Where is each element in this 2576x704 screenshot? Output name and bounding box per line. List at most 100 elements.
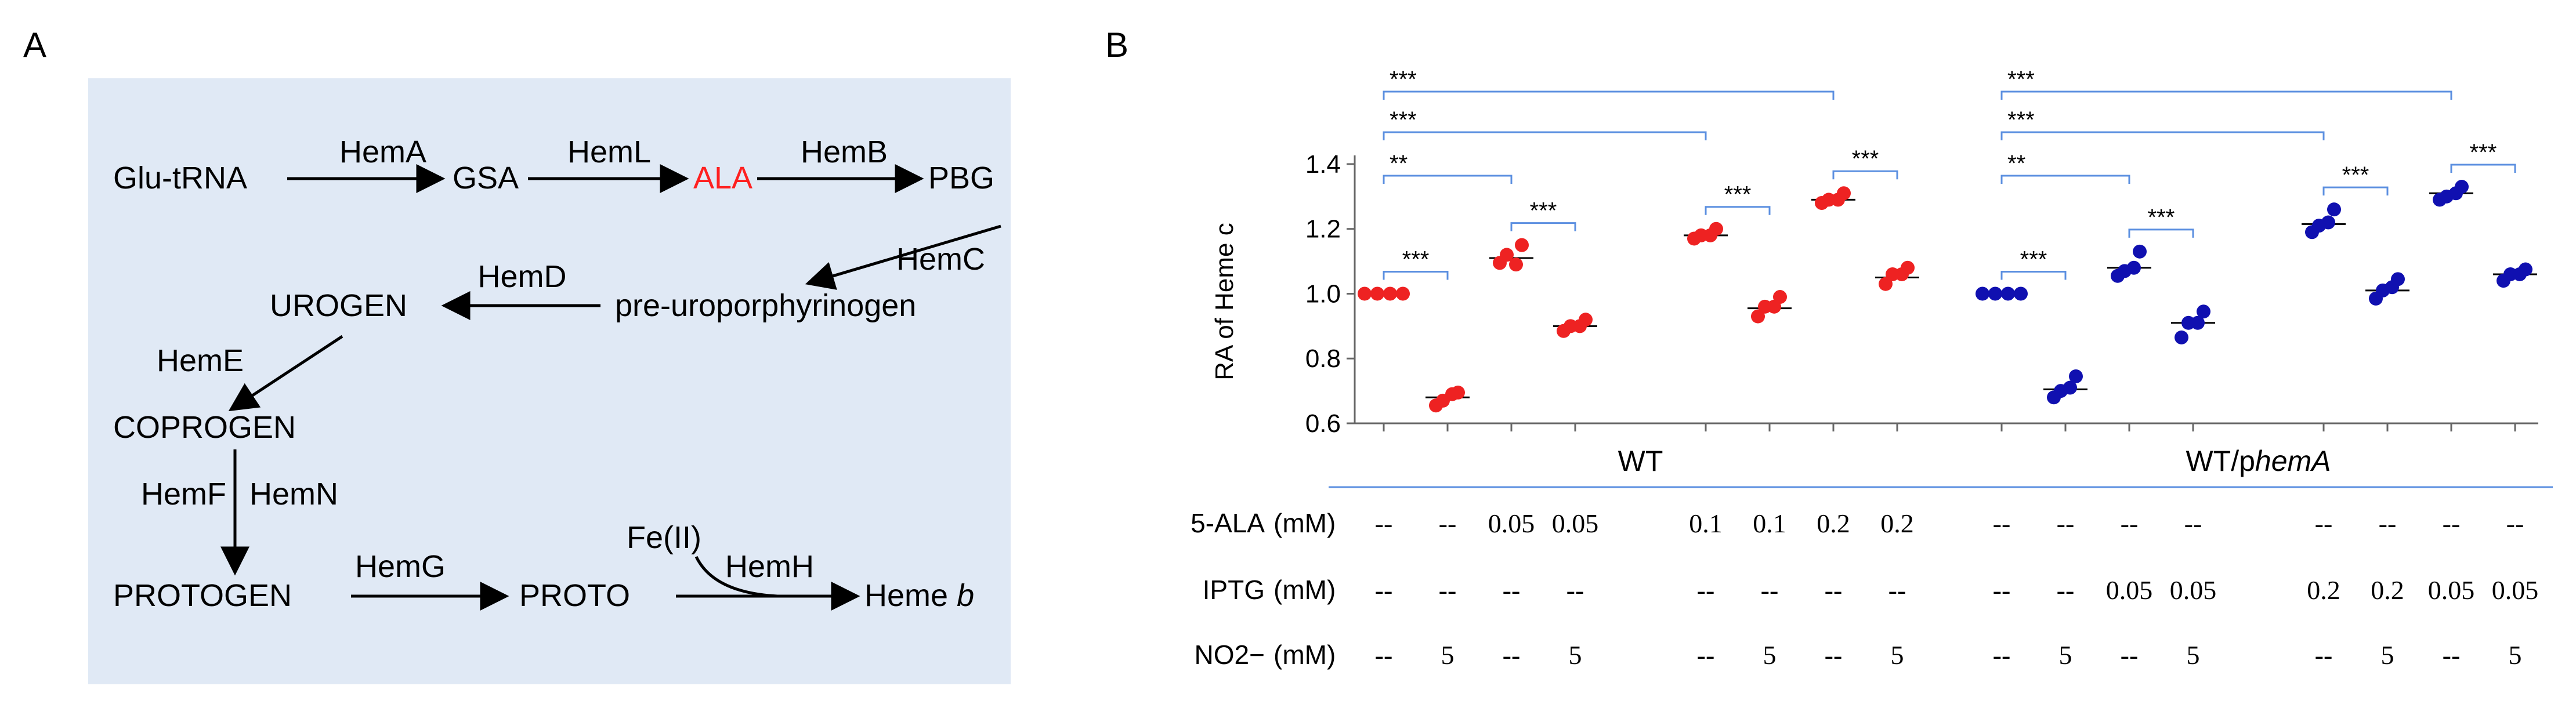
series-col-14 [2365,272,2409,306]
enzyme-hemC: HemC [896,242,985,277]
pathway-arrows [220,164,1001,611]
series-col-11 [2107,244,2151,283]
node-pbg: PBG [928,161,994,195]
enzyme-hemH: HemH [725,549,814,584]
table-cell: 5 [2059,640,2072,670]
bracket-line [2322,186,2389,196]
series-col-8 [1875,260,1919,291]
table-cell: 0.05 [1488,509,1535,538]
data-point [2449,186,2463,201]
table-cell: -- [2506,509,2524,538]
row-label: 5-ALA [1191,508,1265,538]
table-cell: -- [1375,509,1393,538]
significance-bracket: ** [1383,151,1513,184]
data-point [2014,286,2028,301]
series-col-16 [2493,262,2537,288]
x-axis [1355,422,2538,431]
significance-label: *** [2007,67,2035,92]
treatment-table: 5-ALA (mM) -- -- 0.05 0.05 0.1 0.1 0.2 0.2 -- -- -- -… [1191,508,2538,670]
data-point [2385,280,2399,295]
data-point [1500,248,1514,262]
node-pre-uroporphyrinogen: pre-uroporphyrinogen [615,288,916,323]
table-cell: -- [2315,640,2333,670]
bracket-line [1383,131,1707,140]
bracket-line [1383,90,1835,100]
panel-b-label: B [1105,26,1128,64]
data-point [2327,202,2341,217]
enzyme-hemF: HemF [141,477,226,511]
significance-label: *** [2342,162,2369,188]
series-col-12 [2171,304,2215,344]
data-point [1831,193,1845,207]
series-col-6 [1748,290,1792,324]
significance-label: *** [1530,198,1557,224]
significance-label: *** [2007,107,2035,133]
data-point [1370,286,1384,301]
data-point [1445,387,1459,401]
panel-a-label: A [23,26,46,64]
series-col-10 [2043,369,2087,405]
data-point [1573,319,1587,333]
table-row-0: 5-ALA (mM) -- -- 0.05 0.05 0.1 0.1 0.2 0.2 -- -- -- -… [1191,508,2524,538]
significance-bracket: *** [2322,162,2389,196]
table-cell: 0.05 [2428,575,2475,605]
table-cell: -- [1375,575,1393,605]
data-point [2001,286,2015,301]
data-point [1895,267,1909,281]
bracket-line [2000,270,2067,280]
node-gsa: GSA [453,161,519,195]
series-col-3 [1489,238,1533,272]
data-point [2175,330,2188,344]
data-point [1383,286,1397,301]
series-col-13 [2302,202,2346,239]
significance-label: *** [1390,67,1417,92]
row-label: NO2− [1195,640,1265,670]
data-point [2133,244,2147,259]
table-cell: -- [1993,509,2011,538]
significance-bracket: ** [2000,151,2130,184]
enzyme-hemL: HemL [567,135,651,169]
table-cell: -- [2379,509,2397,538]
enzyme-hemE: HemE [157,343,244,378]
table-cell: -- [2121,509,2139,538]
table-cell: -- [1439,509,1457,538]
significance-bracket: *** [1383,107,1707,140]
cofactor-fe: Fe(II) [627,520,701,555]
table-cell: -- [2057,575,2075,605]
significance-label: *** [1390,107,1417,133]
arrow-hemC [805,224,1001,290]
table-cell: -- [1566,575,1584,605]
significance-bracket: *** [2000,67,2452,100]
table-cell: -- [1825,575,1843,605]
arrow-hemE [228,335,343,412]
series-col-15 [2429,180,2473,207]
node-urogen: UROGEN [270,288,407,323]
enzyme-hemB: HemB [801,135,888,169]
bracket-line [1383,270,1449,280]
panel-a: A Glu-tRNA HemA GSA HemL ALA HemB PBG He… [23,26,1011,684]
table-cell: -- [1888,575,1906,605]
table-cell: 5 [1763,640,1777,670]
data-point [2191,315,2205,330]
significance-bracket: *** [2000,107,2325,140]
bracket-line [1832,170,1898,180]
data-point [1358,286,1372,301]
row-unit: (mM) [1273,575,1336,605]
table-cell: -- [1697,640,1715,670]
y-tick-label: 1.4 [1305,150,1341,179]
bracket-line [2000,175,2130,184]
y-tick-label: 1.0 [1305,280,1341,308]
node-ala: ALA [693,161,752,195]
significance-bracket: *** [2128,205,2194,238]
significance-label: *** [2470,140,2497,165]
y-axis-label: RA of Heme c [1210,223,1239,380]
table-cell: -- [1993,575,2011,605]
table-cell: -- [1761,575,1779,605]
bracket-line [1705,206,1771,215]
y-axis: 0.6 0.8 1.0 1.2 1.4 [1305,150,1356,438]
data-point [1751,309,1765,324]
node-protogen: PROTOGEN [113,578,292,613]
significance-bracket: *** [1510,198,1576,231]
table-cell: 5 [2509,640,2522,670]
